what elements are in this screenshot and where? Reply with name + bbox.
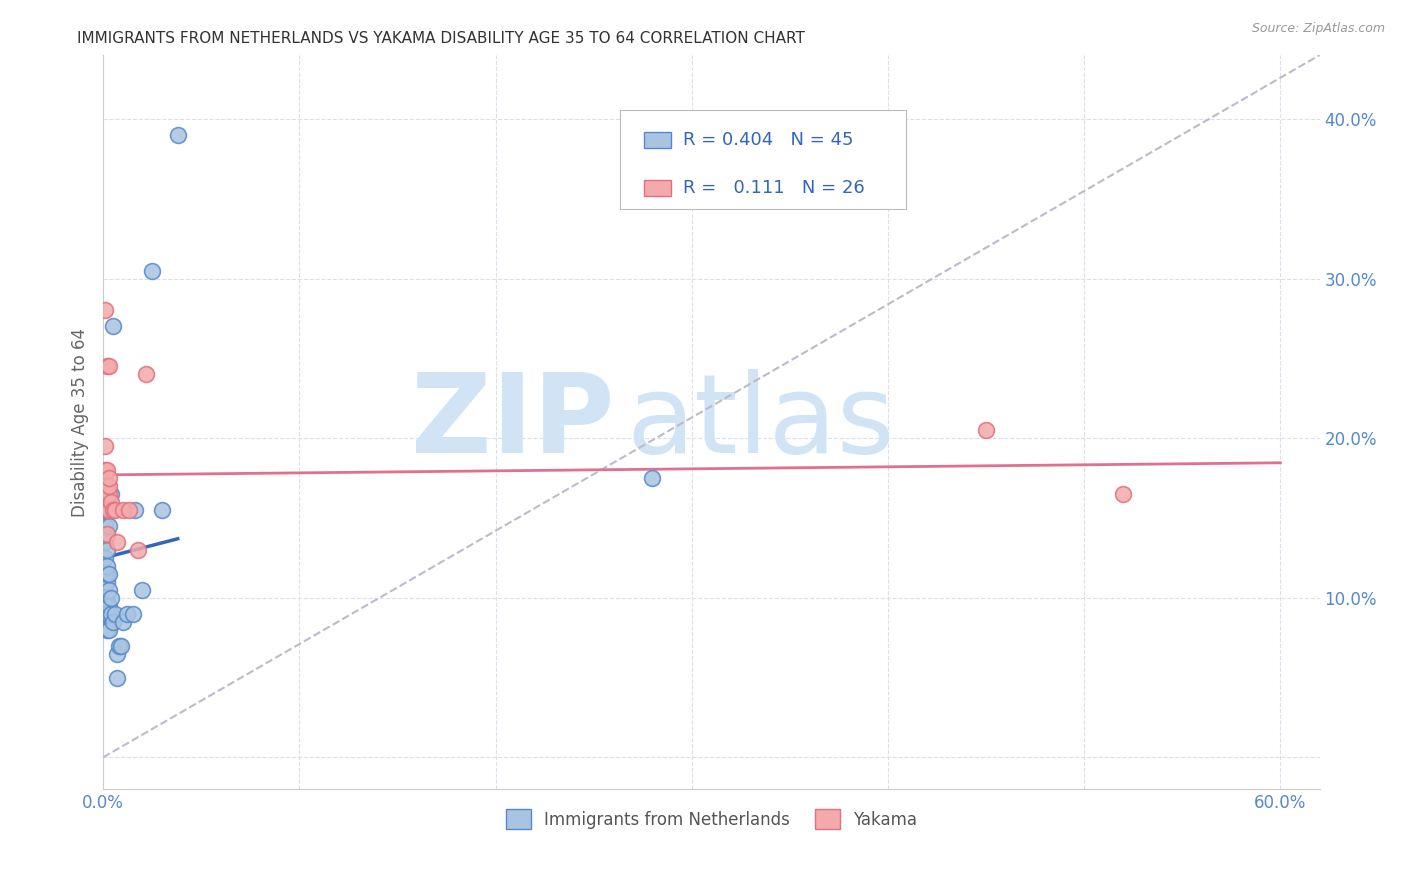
Point: [96, 527, 118, 541]
Point: [94, 495, 117, 509]
Point: [94, 487, 117, 501]
Point: [141, 263, 163, 277]
Point: [100, 503, 122, 517]
Point: [105, 647, 128, 661]
Point: [121, 607, 143, 621]
Point: [166, 128, 188, 142]
Point: [98, 503, 121, 517]
Point: [124, 503, 146, 517]
Point: [94, 534, 117, 549]
Point: [117, 503, 139, 517]
Point: [101, 615, 124, 629]
Point: [974, 423, 997, 437]
Point: [131, 582, 153, 597]
Point: [98, 471, 121, 485]
Point: [96, 503, 118, 517]
Point: [94, 503, 117, 517]
Point: [96, 463, 118, 477]
Point: [98, 607, 121, 621]
Point: [111, 615, 134, 629]
Point: [111, 503, 134, 517]
Text: ZIP: ZIP: [411, 368, 614, 475]
Point: [94, 566, 117, 581]
Point: [101, 503, 124, 517]
Point: [115, 607, 138, 621]
Point: [127, 542, 149, 557]
Point: [641, 471, 664, 485]
Point: [94, 550, 117, 565]
Point: [96, 487, 118, 501]
Point: [98, 599, 121, 613]
Point: [98, 623, 121, 637]
Text: atlas: atlas: [626, 368, 894, 475]
Point: [98, 359, 121, 374]
FancyBboxPatch shape: [644, 132, 671, 148]
FancyBboxPatch shape: [620, 111, 905, 210]
Point: [100, 607, 122, 621]
Point: [135, 368, 157, 382]
Point: [98, 582, 121, 597]
Point: [96, 558, 118, 573]
Point: [100, 487, 122, 501]
Point: [96, 566, 118, 581]
Point: [110, 639, 132, 653]
Point: [150, 503, 173, 517]
Text: IMMIGRANTS FROM NETHERLANDS VS YAKAMA DISABILITY AGE 35 TO 64 CORRELATION CHART: IMMIGRANTS FROM NETHERLANDS VS YAKAMA DI…: [77, 31, 806, 46]
Point: [96, 607, 118, 621]
Point: [94, 479, 117, 493]
Point: [108, 639, 131, 653]
Text: R =   0.111   N = 26: R = 0.111 N = 26: [683, 179, 865, 197]
Point: [94, 303, 117, 318]
Point: [94, 519, 117, 533]
Point: [96, 479, 118, 493]
Point: [100, 495, 122, 509]
Point: [104, 503, 127, 517]
Point: [94, 463, 117, 477]
Y-axis label: Disability Age 35 to 64: Disability Age 35 to 64: [72, 327, 89, 516]
Point: [96, 527, 118, 541]
Point: [98, 487, 121, 501]
Text: R = 0.404   N = 45: R = 0.404 N = 45: [683, 131, 853, 149]
Point: [94, 591, 117, 605]
Point: [105, 534, 128, 549]
Point: [98, 519, 121, 533]
Point: [1112, 487, 1135, 501]
Point: [105, 671, 128, 685]
Point: [96, 591, 118, 605]
Point: [98, 479, 121, 493]
Point: [100, 591, 122, 605]
Point: [94, 607, 117, 621]
Point: [94, 439, 117, 453]
Point: [101, 319, 124, 334]
Point: [96, 479, 118, 493]
Point: [104, 607, 127, 621]
Point: [94, 471, 117, 485]
Text: Source: ZipAtlas.com: Source: ZipAtlas.com: [1251, 22, 1385, 36]
Point: [96, 623, 118, 637]
Point: [96, 359, 118, 374]
FancyBboxPatch shape: [644, 180, 671, 196]
Legend: Immigrants from Netherlands, Yakama: Immigrants from Netherlands, Yakama: [499, 802, 924, 836]
Point: [96, 503, 118, 517]
Point: [98, 566, 121, 581]
Point: [96, 542, 118, 557]
Point: [96, 574, 118, 589]
